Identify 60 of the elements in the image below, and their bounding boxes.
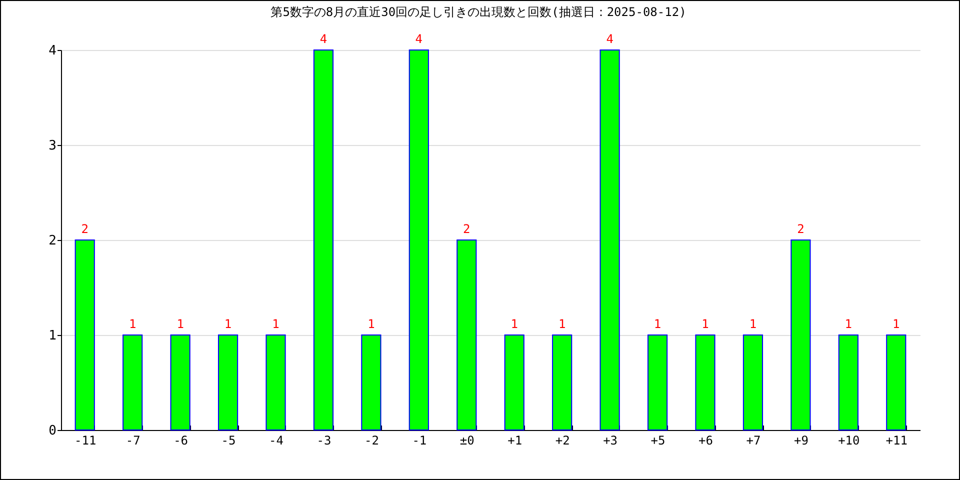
y-tick-label: 4 xyxy=(48,44,57,58)
data-label: 1 xyxy=(510,317,518,331)
x-tick-label: ±0 xyxy=(460,434,474,448)
data-label: 1 xyxy=(558,317,566,331)
bar xyxy=(218,334,238,430)
bar xyxy=(886,334,906,430)
data-label: 1 xyxy=(702,317,709,331)
y-tick-label: 0 xyxy=(48,424,56,438)
data-label: 4 xyxy=(606,32,614,46)
x-tick-label: -3 xyxy=(316,434,332,448)
x-tick-label: -2 xyxy=(364,434,379,448)
x-tick-label: +7 xyxy=(746,434,761,448)
x-tick-label: +6 xyxy=(698,434,713,448)
x-tick-label: -5 xyxy=(221,434,236,448)
data-label: 2 xyxy=(81,222,88,236)
y-tick-label: 3 xyxy=(48,138,56,154)
data-label: 1 xyxy=(654,317,662,331)
bar xyxy=(600,50,620,430)
bar xyxy=(456,240,477,430)
bar xyxy=(74,240,95,430)
y-tick-label: 2 xyxy=(48,234,56,248)
x-tick-label: -7 xyxy=(126,434,140,448)
x-tick-label: +3 xyxy=(603,434,618,448)
bar xyxy=(504,334,524,430)
bar xyxy=(647,334,668,430)
data-label: 1 xyxy=(176,317,184,331)
data-label: 1 xyxy=(368,317,375,331)
bar xyxy=(695,334,716,430)
data-label: 1 xyxy=(272,317,280,331)
x-tick-label: +11 xyxy=(886,434,908,448)
x-tick-label: -4 xyxy=(269,434,284,448)
bar xyxy=(742,334,764,430)
x-tick-label: -11 xyxy=(74,434,96,448)
x-tick-label: -6 xyxy=(174,434,188,448)
y-tick-label: 1 xyxy=(48,328,56,344)
bar xyxy=(408,50,429,430)
data-label: 1 xyxy=(128,317,136,331)
x-tick-label: +5 xyxy=(650,434,666,448)
bar xyxy=(552,334,572,430)
bar xyxy=(266,334,286,430)
x-tick-label: +9 xyxy=(794,434,808,448)
data-label: 1 xyxy=(892,317,900,331)
bar xyxy=(313,50,334,430)
data-label: 1 xyxy=(844,317,852,331)
chart-title: 第5数字の8月の直近30回の足し引きの出現数と回数(抽選日：2025-08-12) xyxy=(270,5,686,19)
data-label: 4 xyxy=(415,32,423,46)
data-label: 1 xyxy=(749,317,757,331)
x-tick-label: +1 xyxy=(508,434,522,448)
data-label: 2 xyxy=(463,222,470,236)
x-tick-label: +2 xyxy=(555,434,570,448)
data-label: 4 xyxy=(320,32,328,46)
bar xyxy=(838,334,858,430)
data-label: 2 xyxy=(797,222,804,236)
bar xyxy=(361,334,382,430)
bar xyxy=(790,240,811,430)
data-label: 1 xyxy=(224,317,232,331)
x-tick-label: +10 xyxy=(838,434,860,448)
bar xyxy=(122,334,143,430)
x-tick-label: -1 xyxy=(412,434,427,448)
bar xyxy=(170,334,190,430)
